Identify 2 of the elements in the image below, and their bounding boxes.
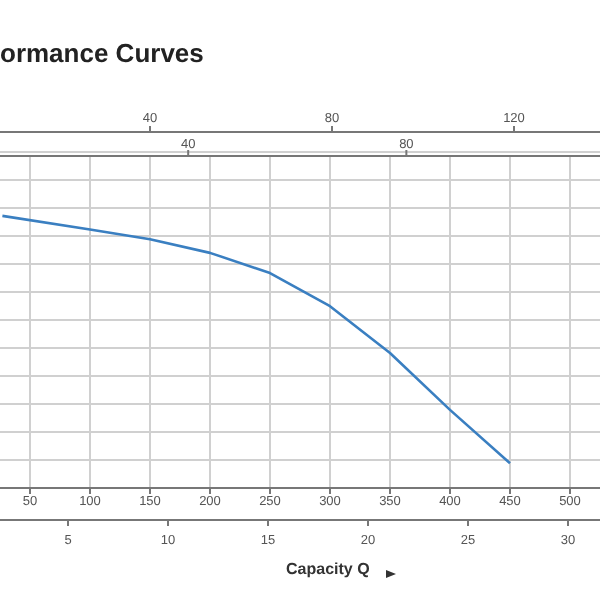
x-axis-title: Capacity Q [286,560,370,578]
chart-title: ormance Curves [0,38,204,68]
